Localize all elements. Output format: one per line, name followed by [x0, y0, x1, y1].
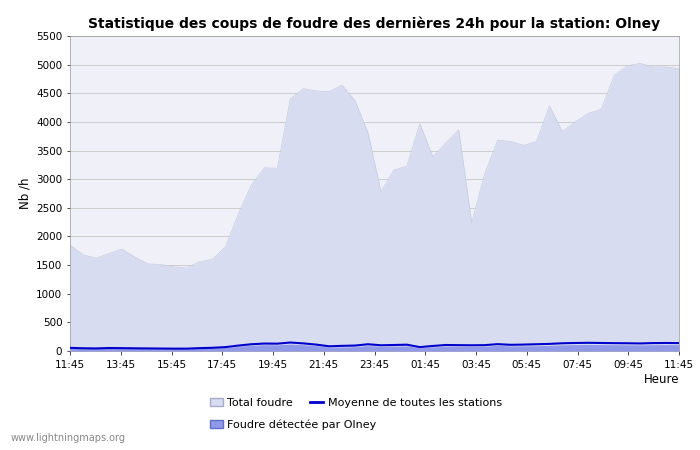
- Legend: Foudre détectée par Olney: Foudre détectée par Olney: [209, 419, 377, 430]
- Y-axis label: Nb /h: Nb /h: [19, 178, 32, 209]
- Title: Statistique des coups de foudre des dernières 24h pour la station: Olney: Statistique des coups de foudre des dern…: [88, 16, 661, 31]
- Text: Heure: Heure: [643, 373, 679, 386]
- Text: www.lightningmaps.org: www.lightningmaps.org: [10, 433, 125, 443]
